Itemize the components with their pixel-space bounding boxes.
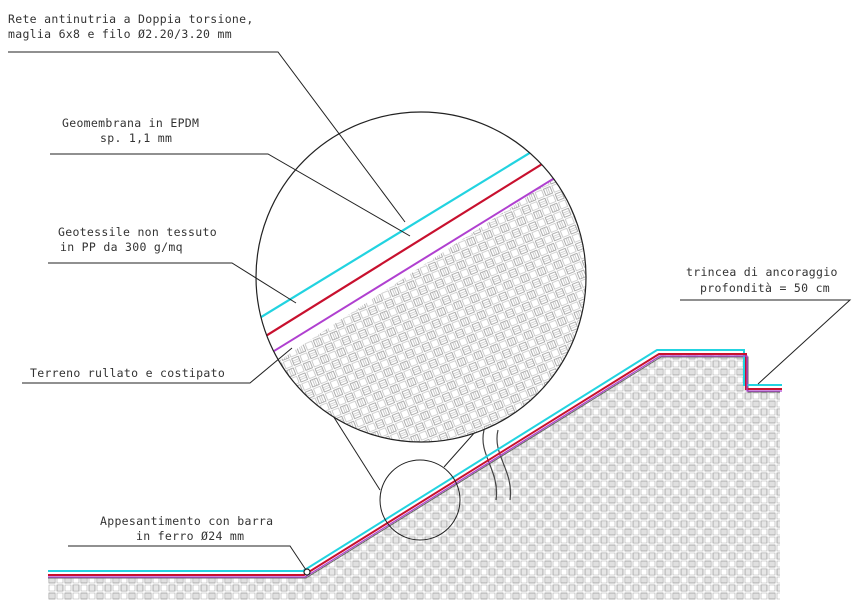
label-geomembrana-line2: sp. 1,1 mm xyxy=(100,131,172,145)
liner-layers-profile xyxy=(48,349,782,578)
label-appesantimento-line1: Appesantimento con barra xyxy=(100,514,273,528)
label-appesantimento-line2: in ferro Ø24 mm xyxy=(136,529,244,543)
big-detail-circle xyxy=(255,111,587,443)
label-rete-line1: Rete antinutria a Doppia torsione, xyxy=(8,12,254,26)
label-terreno-text: Terreno rullato e costipato xyxy=(30,366,225,380)
geomembrana-line-profile xyxy=(48,353,782,576)
label-trincea: trincea di ancoraggio profondità = 50 cm xyxy=(680,265,852,385)
small-detail-circle xyxy=(379,459,461,541)
label-geomembrana-line1: Geomembrana in EPDM xyxy=(62,116,199,130)
label-geotessile-line2: in PP da 300 g/mq xyxy=(60,240,183,254)
label-geotessile-line1: Geotessile non tessuto xyxy=(58,225,217,239)
soil-fill xyxy=(48,355,780,600)
leader-rete xyxy=(8,51,406,223)
magnified-soil-fill xyxy=(256,155,586,442)
label-trincea-line1: trincea di ancoraggio xyxy=(686,265,838,279)
soil-profile xyxy=(48,355,780,600)
label-geotessile: Geotessile non tessuto in PP da 300 g/mq xyxy=(48,225,297,304)
label-geomembrana: Geomembrana in EPDM sp. 1,1 mm xyxy=(50,116,411,237)
barra-ferro-marker xyxy=(303,568,311,576)
magnified-geotessile xyxy=(256,149,586,373)
label-rete: Rete antinutria a Doppia torsione, magli… xyxy=(8,12,406,223)
label-terreno: Terreno rullato e costipato xyxy=(22,347,293,384)
label-appesantimento: Appesantimento con barra in ferro Ø24 mm xyxy=(68,514,307,571)
geotessile-line-profile xyxy=(48,355,782,578)
break-mark xyxy=(482,429,512,501)
label-trincea-line2: profondità = 50 cm xyxy=(700,281,830,295)
leader-geomembrana xyxy=(50,153,411,237)
leader-geotessile xyxy=(48,262,297,304)
rete-line-profile xyxy=(48,349,782,572)
soil-outline xyxy=(48,356,780,579)
label-rete-line2: maglia 6x8 e filo Ø2.20/3.20 mm xyxy=(8,27,232,41)
magnified-geomembrana xyxy=(256,127,586,353)
magnified-detail xyxy=(255,111,587,443)
leader-appesantimento xyxy=(68,545,307,571)
leader-trincea xyxy=(680,299,852,385)
leader-terreno xyxy=(22,347,293,384)
